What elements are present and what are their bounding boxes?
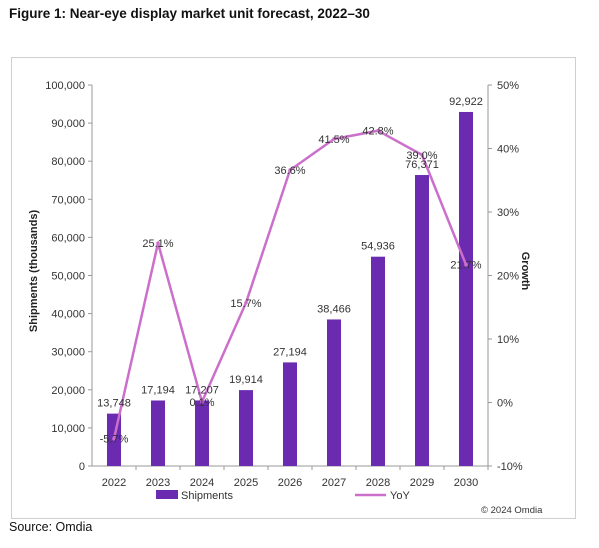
bar-data-label: 17,194	[141, 384, 175, 396]
line-yoy-point	[244, 301, 248, 305]
bar-data-label: 38,466	[317, 303, 351, 315]
chart-frame	[11, 57, 576, 519]
y2-tick-label: -10%	[497, 461, 523, 473]
line-yoy-point	[332, 137, 336, 141]
x-tick-label: 2023	[146, 477, 170, 489]
line-yoy-point	[464, 262, 468, 267]
bar-shipments	[415, 175, 429, 466]
x-tick-label: 2029	[410, 477, 434, 489]
line-data-label: 15.7%	[230, 298, 261, 310]
line-data-label: 36.6%	[274, 165, 305, 177]
bar-data-label: 54,936	[361, 241, 395, 253]
y2-tick-label: 30%	[497, 207, 519, 219]
y2-tick-label: 0%	[497, 398, 513, 410]
line-data-label: 21.7%	[450, 260, 481, 272]
bar-shipments	[239, 390, 253, 466]
y-tick-label: 10,000	[51, 423, 85, 435]
bar-shipments	[195, 400, 209, 466]
x-tick-label: 2025	[234, 477, 258, 489]
bar-data-label: 19,914	[229, 374, 263, 386]
line-yoy-point	[156, 241, 160, 245]
bar-shipments	[151, 400, 165, 466]
y2-axis-title: Growth	[519, 252, 531, 291]
line-yoy-point	[376, 128, 380, 133]
line-data-label: 0.1%	[189, 397, 214, 409]
y-tick-label: 0	[79, 461, 85, 473]
legend: Shipments YoY	[156, 490, 410, 502]
y2-tick-label: 10%	[497, 334, 519, 346]
copyright-note: © 2024 Omdia	[481, 505, 543, 516]
y2-tick-label: 50%	[497, 80, 519, 92]
bar-data-label: 76,371	[405, 159, 439, 171]
line-series-yoy	[112, 128, 468, 441]
bar-data-label: 17,207	[185, 384, 219, 396]
bar-shipments	[327, 319, 341, 466]
line-yoy-point	[420, 153, 424, 157]
line-data-label: 25.1%	[142, 238, 173, 250]
line-yoy-point	[288, 168, 292, 172]
x-tick-label: 2028	[366, 477, 390, 489]
bar-series-shipments	[107, 111, 473, 467]
y-tick-label: 90,000	[51, 118, 85, 130]
y-tick-label: 40,000	[51, 309, 85, 321]
y2-tick-label: 20%	[497, 271, 519, 283]
tick-labels: 0 10,000 20,000 30,000 40,000 50,000 60,000 70,…	[45, 80, 523, 489]
legend-swatch-shipments	[156, 490, 178, 499]
x-tick-label: 2024	[190, 477, 214, 489]
y-tick-label: 70,000	[51, 194, 85, 206]
x-tick-label: 2030	[454, 477, 478, 489]
x-tick-label: 2026	[278, 477, 302, 489]
y-tick-label: 50,000	[51, 271, 85, 283]
y-axis-title: Shipments (thousands)	[28, 210, 40, 333]
bar-shipments	[283, 362, 297, 466]
legend-label-yoy: YoY	[390, 490, 410, 502]
line-yoy-point	[200, 400, 204, 404]
line-data-label: 41.5%	[318, 134, 349, 146]
y-tick-label: 80,000	[51, 156, 85, 168]
data-labels: 13,748 17,194 17,207 19,914 27,194 38,466 54,9…	[97, 96, 483, 446]
legend-label-shipments: Shipments	[181, 490, 233, 502]
y-tick-label: 60,000	[51, 232, 85, 244]
x-tick-label: 2022	[102, 477, 126, 489]
line-data-label: 39.0%	[406, 150, 437, 162]
line-data-label: -5.7%	[100, 434, 129, 446]
source-note: Source: Omdia	[9, 520, 93, 534]
line-yoy-point	[112, 436, 116, 441]
line-data-label: 42.8%	[362, 126, 393, 138]
y2-tick-label: 40%	[497, 144, 519, 156]
bar-shipments	[459, 111, 473, 467]
figure-title: Figure 1: Near-eye display market unit f…	[9, 6, 370, 21]
bar-data-label: 13,748	[97, 398, 131, 410]
y-tick-label: 100,000	[45, 80, 85, 92]
x-tick-label: 2027	[322, 477, 346, 489]
y-tick-label: 20,000	[51, 385, 85, 397]
bar-shipments	[371, 256, 385, 466]
bar-data-label: 92,922	[449, 96, 483, 108]
y-tick-label: 30,000	[51, 347, 85, 359]
bar-data-label: 27,194	[273, 346, 307, 358]
